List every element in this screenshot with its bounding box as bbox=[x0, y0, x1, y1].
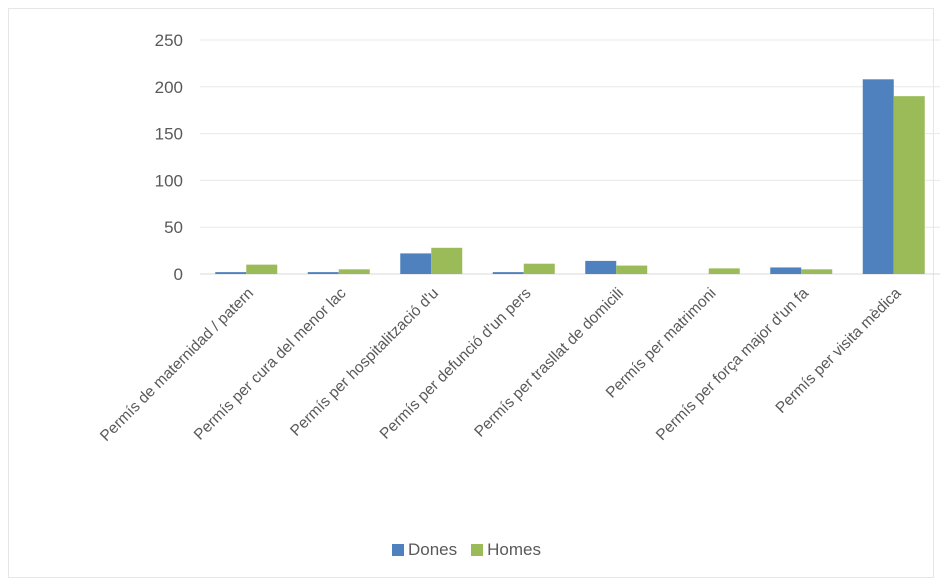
legend-label-dones: Dones bbox=[408, 540, 458, 559]
y-tick-label: 100 bbox=[155, 171, 183, 190]
bar-homes-3 bbox=[523, 263, 555, 274]
bar-homes-0 bbox=[246, 264, 278, 274]
bar-homes-6 bbox=[801, 269, 833, 274]
legend-swatch-homes bbox=[471, 544, 484, 556]
y-tick-label: 200 bbox=[155, 78, 183, 97]
x-tick-label: Permís de maternidad / patern bbox=[97, 285, 257, 445]
bar-homes-4 bbox=[616, 265, 648, 274]
y-tick-label: 250 bbox=[155, 31, 183, 50]
y-tick-label: 50 bbox=[164, 218, 183, 237]
x-tick-label: Permís per cura del menor lac bbox=[191, 285, 350, 444]
bar-dones-0 bbox=[215, 272, 247, 274]
bar-dones-4 bbox=[585, 260, 617, 274]
bar-homes-1 bbox=[338, 269, 370, 274]
bar-dones-2 bbox=[400, 253, 432, 274]
legend-swatch-dones bbox=[392, 544, 404, 556]
bar-homes-7 bbox=[893, 96, 925, 274]
y-tick-label: 0 bbox=[174, 265, 183, 284]
x-tick-label: Permís per força major d'un fa bbox=[653, 285, 812, 444]
chart-legend: Dones Homes bbox=[392, 540, 541, 560]
x-tick-label: Permís per defunció d'un pers bbox=[377, 285, 535, 443]
bar-homes-2 bbox=[431, 247, 463, 274]
legend-item-homes: Homes bbox=[471, 540, 541, 560]
bar-homes-5 bbox=[708, 268, 740, 274]
chart-frame bbox=[8, 8, 934, 578]
bar-dones-1 bbox=[307, 272, 339, 274]
bar-dones-6 bbox=[770, 267, 802, 274]
x-tick-label: Permís per trasllat de domicili bbox=[471, 285, 627, 441]
bar-dones-3 bbox=[492, 272, 524, 274]
y-tick-label: 150 bbox=[155, 125, 183, 144]
bar-dones-7 bbox=[862, 79, 894, 274]
x-tick-label: Permís per hospitalització d'u bbox=[287, 285, 442, 440]
legend-item-dones: Dones bbox=[392, 540, 457, 560]
legend-label-homes: Homes bbox=[487, 540, 541, 559]
